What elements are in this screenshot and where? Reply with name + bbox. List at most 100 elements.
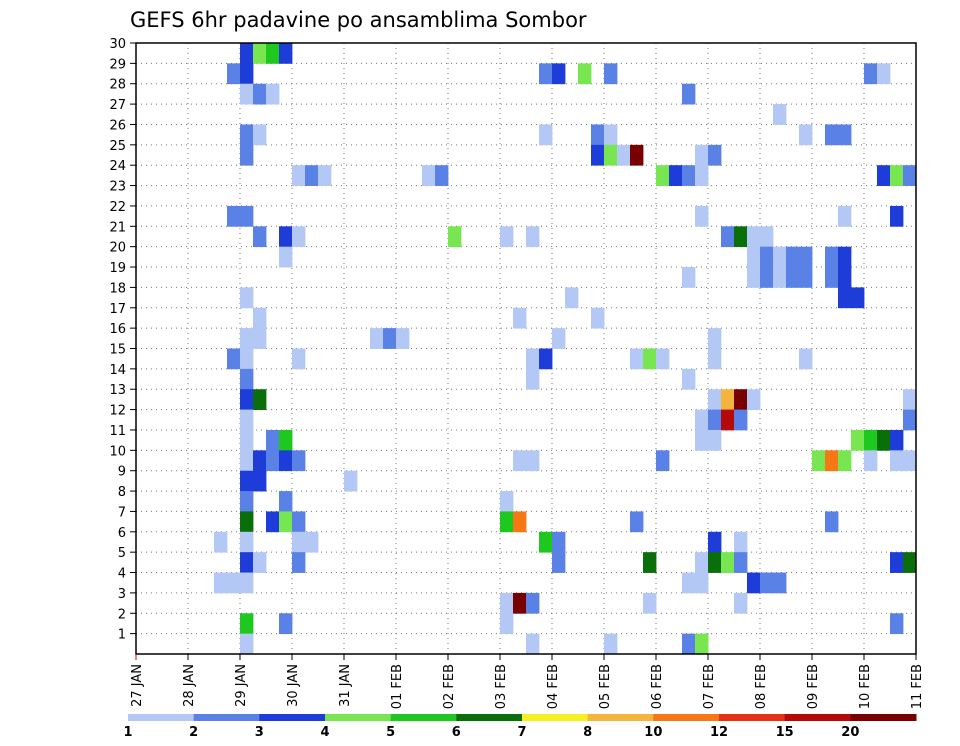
y-tick-label: 4: [118, 567, 126, 582]
precip-cell: [877, 63, 891, 85]
precip-cell: [721, 409, 735, 431]
precip-cell: [721, 552, 735, 573]
precip-cell: [513, 511, 527, 533]
precip-cell: [526, 368, 540, 390]
precip-cell: [240, 429, 254, 451]
precip-cell: [227, 205, 241, 227]
precip-cell: [240, 368, 254, 390]
precip-cell: [279, 246, 293, 268]
precip-cell: [240, 531, 254, 553]
precip-cell: [695, 409, 709, 431]
precip-cell: [422, 165, 436, 186]
precip-cell: [695, 165, 709, 186]
precip-cell: [279, 511, 293, 533]
precip-cell: [240, 613, 254, 635]
y-tick-label: 17: [109, 302, 126, 317]
precip-cell: [266, 450, 280, 472]
precip-cell: [552, 328, 566, 349]
precip-cell: [708, 531, 722, 553]
x-tick-label: 27 JAN: [130, 664, 145, 707]
colorbar-segment: [193, 714, 260, 721]
precip-cell: [591, 144, 605, 166]
precip-cell: [747, 226, 761, 248]
precip-cell: [890, 552, 904, 573]
precip-cell: [292, 165, 306, 186]
precip-cell: [903, 165, 917, 186]
precip-cell: [851, 429, 865, 451]
precip-cell: [253, 307, 267, 329]
precip-cell: [253, 450, 267, 472]
precip-cell: [214, 572, 228, 594]
precip-cell: [890, 429, 904, 451]
precip-cell: [552, 552, 566, 573]
precip-cell: [279, 43, 293, 64]
precip-cell: [799, 267, 813, 288]
precip-cell: [383, 328, 397, 349]
colorbar-label: 7: [517, 725, 526, 740]
precip-cell: [292, 552, 306, 573]
precip-cell: [760, 226, 774, 248]
precip-cell: [292, 450, 306, 472]
precip-cell: [565, 287, 579, 309]
precip-cell: [344, 470, 358, 492]
precip-cell: [734, 592, 748, 614]
precip-cell: [253, 43, 267, 64]
y-axis: 1234567891011121314151617181920212223242…: [109, 37, 136, 643]
precip-cell: [526, 592, 540, 614]
y-tick-label: 21: [109, 220, 126, 235]
precip-cell: [253, 83, 267, 105]
precip-cell: [604, 124, 618, 146]
precip-cell: [903, 409, 917, 431]
precip-cell: [747, 389, 761, 410]
y-tick-label: 26: [109, 118, 126, 133]
precip-cell: [266, 429, 280, 451]
precip-cell: [838, 267, 852, 288]
colorbar-label: 5: [386, 725, 395, 740]
precip-cell: [266, 43, 280, 64]
precip-cell: [682, 83, 696, 105]
y-tick-label: 14: [109, 363, 126, 378]
precip-cell: [604, 144, 618, 166]
precip-cell: [838, 450, 852, 472]
precip-cell: [734, 409, 748, 431]
colorbar-segment: [325, 714, 392, 721]
precip-cell: [682, 165, 696, 186]
precip-cell: [825, 267, 839, 288]
precip-cell: [734, 389, 748, 410]
y-tick-label: 19: [109, 261, 126, 276]
precip-cell: [526, 348, 540, 370]
x-tick-label: 03 FEB: [494, 664, 509, 709]
precip-cell: [838, 246, 852, 268]
precip-cell: [630, 144, 644, 166]
precip-cell: [240, 144, 254, 166]
x-tick-label: 06 FEB: [650, 664, 665, 709]
precip-cell: [747, 572, 761, 594]
precip-cell: [864, 429, 878, 451]
colorbar-segment: [390, 714, 457, 721]
precip-cell: [279, 450, 293, 472]
colorbar-label: 8: [583, 725, 592, 740]
precip-cell: [786, 246, 800, 268]
precip-cell: [435, 165, 449, 186]
precip-cell: [825, 246, 839, 268]
precip-cell: [747, 246, 761, 268]
precip-cell: [708, 409, 722, 431]
precip-cell: [708, 429, 722, 451]
precip-cell: [370, 328, 384, 349]
precip-cell: [240, 470, 254, 492]
precip-cell: [500, 592, 514, 614]
precip-cell: [292, 348, 306, 370]
precip-cell: [266, 511, 280, 533]
colorbar: 1 2 3 4 5 6 7 8 10 12 15 20: [123, 714, 917, 740]
precip-cell: [539, 531, 553, 553]
precip-cell: [890, 205, 904, 227]
precip-cell: [526, 450, 540, 472]
x-tick-label: 01 FEB: [390, 664, 405, 709]
precip-cell: [890, 613, 904, 635]
precip-cell: [838, 287, 852, 309]
chart-title: GEFS 6hr padavine po ansamblima Sombor: [130, 8, 587, 32]
precip-cell: [643, 592, 657, 614]
colorbar-label: 12: [710, 725, 728, 740]
x-tick-label: 10 FEB: [858, 664, 873, 709]
